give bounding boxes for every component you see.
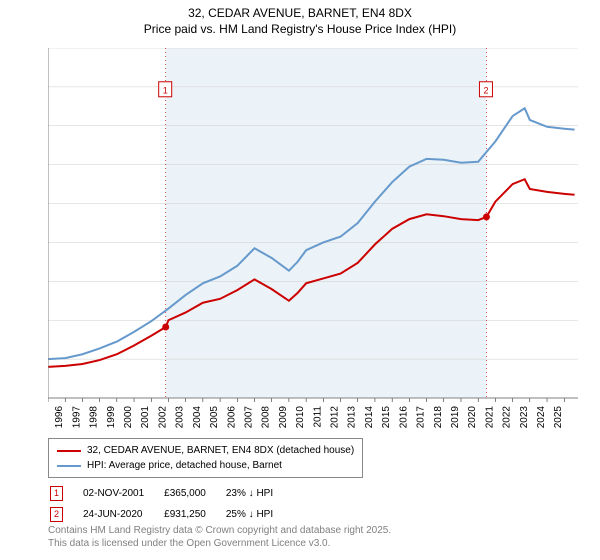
svg-text:2009: 2009 [278, 406, 289, 428]
figure-container: 32, CEDAR AVENUE, BARNET, EN4 8DX Price … [0, 0, 600, 560]
chart-area: £0£200K£400K£600K£800K£1M£1.2M£1.4M£1.6M… [48, 48, 578, 398]
chart-svg: £0£200K£400K£600K£800K£1M£1.2M£1.4M£1.6M… [48, 48, 578, 428]
svg-text:2024: 2024 [536, 406, 547, 428]
marker-price: £931,250 [164, 505, 224, 524]
svg-text:2011: 2011 [312, 406, 323, 428]
credits-line2: This data is licensed under the Open Gov… [48, 537, 391, 550]
marker-badge: 2 [50, 507, 63, 522]
svg-text:2014: 2014 [364, 406, 375, 428]
markers-table: 1 02-NOV-2001 £365,000 23% ↓ HPI 2 24-JU… [48, 482, 293, 526]
svg-text:1: 1 [163, 85, 168, 95]
svg-text:2012: 2012 [330, 406, 341, 428]
marker-row: 2 24-JUN-2020 £931,250 25% ↓ HPI [50, 505, 291, 524]
svg-text:2010: 2010 [295, 406, 306, 428]
legend: 32, CEDAR AVENUE, BARNET, EN4 8DX (detac… [48, 438, 363, 478]
svg-text:2025: 2025 [553, 406, 564, 428]
svg-text:2006: 2006 [226, 406, 237, 428]
marker-price: £365,000 [164, 484, 224, 503]
chart-title: 32, CEDAR AVENUE, BARNET, EN4 8DX Price … [0, 0, 600, 37]
svg-text:2018: 2018 [433, 406, 444, 428]
svg-text:2022: 2022 [502, 406, 513, 428]
credits-line1: Contains HM Land Registry data © Crown c… [48, 524, 391, 537]
legend-label: 32, CEDAR AVENUE, BARNET, EN4 8DX (detac… [87, 443, 354, 458]
title-address: 32, CEDAR AVENUE, BARNET, EN4 8DX [0, 6, 600, 22]
marker-pct: 23% ↓ HPI [226, 484, 291, 503]
svg-text:2: 2 [483, 85, 488, 95]
credits: Contains HM Land Registry data © Crown c… [48, 524, 391, 550]
svg-text:2020: 2020 [467, 406, 478, 428]
marker-date: 02-NOV-2001 [83, 484, 162, 503]
svg-text:2013: 2013 [347, 406, 358, 428]
svg-text:1996: 1996 [54, 406, 65, 428]
svg-text:1998: 1998 [89, 406, 100, 428]
legend-label: HPI: Average price, detached house, Barn… [87, 458, 282, 473]
svg-text:2003: 2003 [175, 406, 186, 428]
marker-badge: 1 [50, 486, 63, 501]
legend-swatch [57, 465, 81, 467]
svg-text:2008: 2008 [261, 406, 272, 428]
svg-text:2021: 2021 [484, 406, 495, 428]
svg-text:2002: 2002 [157, 406, 168, 428]
legend-swatch [57, 450, 81, 452]
marker-row: 1 02-NOV-2001 £365,000 23% ↓ HPI [50, 484, 291, 503]
svg-text:2016: 2016 [398, 406, 409, 428]
svg-text:2000: 2000 [123, 406, 134, 428]
svg-text:2019: 2019 [450, 406, 461, 428]
svg-text:2015: 2015 [381, 406, 392, 428]
marker-pct: 25% ↓ HPI [226, 505, 291, 524]
title-subtitle: Price paid vs. HM Land Registry's House … [0, 22, 600, 38]
svg-text:2001: 2001 [140, 406, 151, 428]
svg-text:2017: 2017 [416, 406, 427, 428]
svg-text:2023: 2023 [519, 406, 530, 428]
legend-item: HPI: Average price, detached house, Barn… [57, 458, 354, 473]
marker-date: 24-JUN-2020 [83, 505, 162, 524]
svg-text:2004: 2004 [192, 406, 203, 428]
svg-text:2007: 2007 [243, 406, 254, 428]
legend-item: 32, CEDAR AVENUE, BARNET, EN4 8DX (detac… [57, 443, 354, 458]
svg-text:1997: 1997 [71, 406, 82, 428]
svg-text:2005: 2005 [209, 406, 220, 428]
svg-text:1999: 1999 [106, 406, 117, 428]
